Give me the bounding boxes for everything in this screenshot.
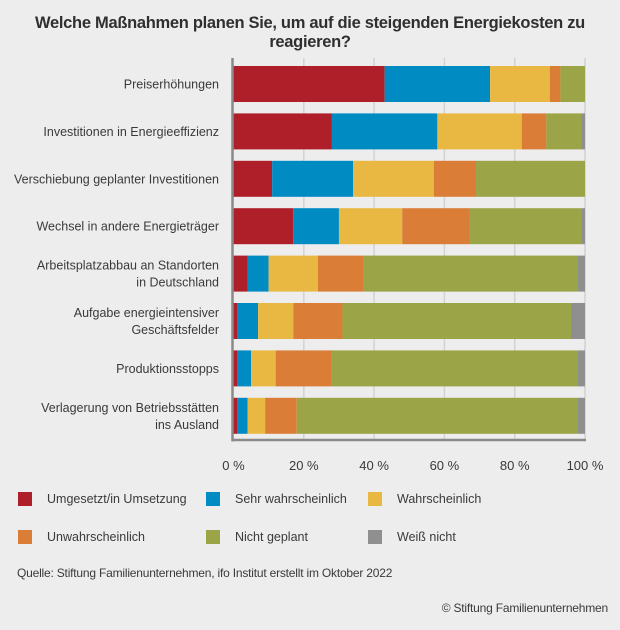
legend-item: Weiß nicht xyxy=(368,530,456,544)
bar-segment-weiß-nicht xyxy=(577,255,585,292)
legend-item: Nicht geplant xyxy=(206,530,308,544)
legend-swatch xyxy=(368,492,382,506)
bar-segment-unwahrscheinlich xyxy=(549,66,561,102)
legend-label: Weiß nicht xyxy=(397,530,456,544)
legend-swatch xyxy=(18,530,32,544)
legend-item: Unwahrscheinlich xyxy=(18,530,145,544)
bar-segment-sehr-wahrscheinlich xyxy=(247,255,269,292)
bar-segment-wahrscheinlich xyxy=(258,303,294,339)
bar-segment-weiß-nicht xyxy=(581,113,585,150)
legend-item: Wahrscheinlich xyxy=(368,492,481,506)
legend-swatch xyxy=(18,492,32,506)
bar-segment-weiß-nicht xyxy=(577,397,585,434)
bar-segment-weiß-nicht xyxy=(577,350,585,387)
x-tick-label: 100 % xyxy=(567,458,604,473)
legend-label: Umgesetzt/in Umsetzung xyxy=(47,492,187,506)
x-tick-label: 0 % xyxy=(222,458,245,473)
legend-label: Wahrscheinlich xyxy=(397,492,482,506)
bar-segment-umgesetzt-in-umsetzung xyxy=(233,397,238,434)
bar-segment-wahrscheinlich xyxy=(338,208,403,245)
bar-segment-nicht-geplant xyxy=(546,113,582,150)
x-tick-label: 40 % xyxy=(359,458,389,473)
category-label: ins Ausland xyxy=(155,418,219,432)
bar-segment-wahrscheinlich xyxy=(353,160,434,197)
bar-segment-nicht-geplant xyxy=(296,397,578,434)
bar-segment-umgesetzt-in-umsetzung xyxy=(233,160,273,197)
category-label: Aufgabe energieintensiver xyxy=(74,306,219,320)
category-label: Produktionsstopps xyxy=(116,362,219,376)
category-label: Arbeitsplatzabbau an Standorten xyxy=(37,259,219,273)
bar-segment-unwahrscheinlich xyxy=(317,255,364,292)
x-tick-labels: 0 % 20 % 40 % 60 % 80 % 100 % xyxy=(222,458,604,473)
category-label: Verschiebung geplanter Investitionen xyxy=(14,172,219,186)
category-label: in Deutschland xyxy=(136,276,219,290)
bar-segment-sehr-wahrscheinlich xyxy=(272,160,354,197)
category-label: Verlagerung von Betriebsstätten xyxy=(41,401,219,415)
bar-segment-unwahrscheinlich xyxy=(402,208,470,245)
copyright-note: © Stiftung Familienunternehmen xyxy=(441,601,608,615)
bars xyxy=(233,66,585,434)
bar-segment-umgesetzt-in-umsetzung xyxy=(233,208,294,245)
bar-segment-unwahrscheinlich xyxy=(433,160,477,197)
category-label: Preiserhöhungen xyxy=(124,78,219,92)
bar-segment-unwahrscheinlich xyxy=(293,303,343,339)
x-tick-label: 80 % xyxy=(500,458,530,473)
bar-segment-nicht-geplant xyxy=(363,255,578,292)
category-label: Investitionen in Energieeffizienz xyxy=(43,125,219,139)
bar-segment-unwahrscheinlich xyxy=(265,397,297,434)
bar-segment-umgesetzt-in-umsetzung xyxy=(233,350,238,387)
bar-segment-nicht-geplant xyxy=(560,66,585,102)
bar-segment-nicht-geplant xyxy=(469,208,582,245)
category-label: Wechsel in andere Energieträger xyxy=(36,220,219,234)
bar-segment-umgesetzt-in-umsetzung xyxy=(233,255,248,292)
legend-swatch xyxy=(206,530,220,544)
category-label: Geschäftsfelder xyxy=(131,323,219,337)
chart-title: Welche Maßnahmen planen Sie, um auf die … xyxy=(35,14,585,51)
bar-segment-wahrscheinlich xyxy=(490,66,550,102)
x-tick-label: 60 % xyxy=(430,458,460,473)
bar-segment-wahrscheinlich xyxy=(437,113,522,150)
bar-segment-unwahrscheinlich xyxy=(521,113,547,150)
bar-segment-nicht-geplant xyxy=(331,350,578,387)
legend-item: Umgesetzt/in Umsetzung xyxy=(18,492,187,506)
bar-segment-wahrscheinlich xyxy=(251,350,276,387)
bar-segment-weiß-nicht xyxy=(570,303,585,339)
bar-segment-sehr-wahrscheinlich xyxy=(237,350,252,387)
legend-item: Sehr wahrscheinlich xyxy=(206,492,347,506)
x-tick-label: 20 % xyxy=(289,458,319,473)
bar-segment-sehr-wahrscheinlich xyxy=(293,208,339,245)
legend-swatch xyxy=(206,492,220,506)
bar-segment-nicht-geplant xyxy=(476,160,585,197)
legend-label: Sehr wahrscheinlich xyxy=(235,492,347,506)
bar-segment-sehr-wahrscheinlich xyxy=(237,303,259,339)
stacked-bar-chart: Preiserhöhungen Investitionen in Energiee… xyxy=(14,58,604,473)
category-labels: Preiserhöhungen Investitionen in Energiee… xyxy=(14,78,219,432)
bar-segment-sehr-wahrscheinlich xyxy=(384,66,491,102)
legend-label: Unwahrscheinlich xyxy=(47,530,145,544)
legend-label: Nicht geplant xyxy=(235,530,308,544)
bar-segment-umgesetzt-in-umsetzung xyxy=(233,303,238,339)
legend-swatch xyxy=(368,530,382,544)
bar-segment-unwahrscheinlich xyxy=(275,350,332,387)
bar-segment-wahrscheinlich xyxy=(247,397,266,434)
bar-segment-sehr-wahrscheinlich xyxy=(237,397,248,434)
bar-segment-nicht-geplant xyxy=(342,303,571,339)
source-note: Quelle: Stiftung Familienunternehmen, if… xyxy=(17,566,393,580)
bar-segment-umgesetzt-in-umsetzung xyxy=(233,66,385,102)
bar-segment-wahrscheinlich xyxy=(268,255,318,292)
bar-segment-weiß-nicht xyxy=(581,208,585,245)
axes xyxy=(231,58,586,442)
bar-segment-umgesetzt-in-umsetzung xyxy=(233,113,332,150)
bar-segment-sehr-wahrscheinlich xyxy=(331,113,438,150)
